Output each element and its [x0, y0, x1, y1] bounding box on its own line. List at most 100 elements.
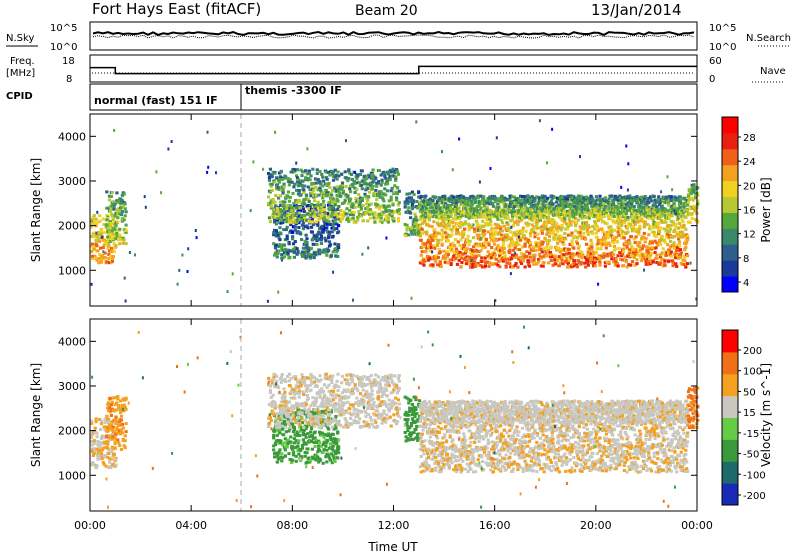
- echo-cell-3: [373, 220, 377, 224]
- echo-cell-6: [441, 207, 445, 211]
- echo-cell-6: [667, 203, 671, 207]
- echo-cell-5: [510, 257, 514, 261]
- echo-cell-5: [482, 225, 486, 228]
- echo-cell-3: [356, 173, 360, 177]
- echo-scatter: [627, 162, 630, 166]
- echo-cell-6: [543, 194, 547, 198]
- echo-cell-5: [439, 238, 443, 242]
- echo-cell-1: [116, 431, 120, 435]
- echo-cell-5: [449, 263, 453, 266]
- echo-cell-6: [671, 198, 675, 202]
- echo-cell-3: [334, 200, 338, 204]
- echo-cell-6: [522, 195, 526, 198]
- echo-scatter: [207, 165, 210, 169]
- echo-cell-6: [584, 201, 589, 205]
- echo-cell-5: [419, 238, 423, 242]
- echo-cell-5: [658, 238, 662, 242]
- echo-cell-5: [569, 233, 573, 237]
- echo-cell-6: [610, 204, 614, 208]
- echo-cell-2: [326, 222, 330, 226]
- echo-cell-5: [503, 258, 507, 262]
- echo-cell-6: [557, 209, 561, 212]
- echo-cell-5: [500, 235, 504, 239]
- echo-cell-5: [424, 244, 428, 248]
- echo-cell-3: [331, 175, 336, 178]
- echo-cell-3: [299, 193, 303, 197]
- echo-cell-6: [509, 194, 513, 198]
- echo-cell-0: [92, 442, 96, 445]
- echo-cell-6: [657, 208, 661, 212]
- echo-cell-1: [107, 417, 111, 421]
- echo-cell-6: [563, 209, 567, 213]
- echo-cell-4: [406, 196, 410, 200]
- echo-cell-6: [675, 207, 679, 211]
- echo-scatter: [330, 226, 333, 230]
- echo-cell-5: [576, 259, 580, 263]
- echo-cell-6: [602, 214, 607, 218]
- echo-cell-5: [604, 241, 608, 245]
- echo-cell-2: [327, 249, 331, 253]
- echo-cell-2: [273, 428, 278, 432]
- echo-cell-1: [117, 200, 121, 204]
- echo-cell-3: [356, 218, 360, 222]
- echo-cell-5: [435, 244, 440, 247]
- echo-cell-5: [603, 239, 607, 243]
- echo-cell-3: [274, 194, 278, 197]
- echo-cell-3: [359, 207, 363, 211]
- echo-cell-5: [669, 219, 673, 223]
- echo-cell-0: [105, 213, 109, 217]
- echo-cell-6: [619, 196, 623, 200]
- echo-cell-5: [527, 239, 531, 242]
- echo-cell-0: [95, 435, 99, 439]
- echo-cell-3: [388, 178, 392, 182]
- echo-cell-5: [623, 217, 627, 221]
- echo-cell-2: [331, 234, 335, 238]
- echo-cell-5: [493, 222, 497, 226]
- echo-cell-5: [554, 262, 558, 266]
- echo-cell-0: [107, 452, 111, 455]
- echo-cell-6: [584, 203, 589, 207]
- echo-cell-6: [646, 198, 650, 202]
- echo-cell-6: [424, 194, 428, 198]
- echo-cell-5: [646, 249, 650, 252]
- echo-cell-2: [275, 427, 279, 431]
- echo-cell-1: [124, 430, 128, 434]
- echo-cell-5: [526, 240, 530, 244]
- echo-scatter: [123, 276, 126, 280]
- echo-cell-2: [282, 243, 287, 247]
- echo-cell-2: [273, 218, 277, 222]
- echo-cell-5: [508, 248, 512, 252]
- echo-cell-3: [272, 208, 276, 212]
- echo-cell-5: [512, 241, 516, 245]
- echo-cell-5: [565, 256, 569, 260]
- echo-cell-1: [106, 402, 110, 406]
- echo-cell-5: [483, 245, 487, 249]
- echo-cell-5: [513, 221, 517, 225]
- echo-cell-5: [587, 254, 591, 258]
- echo-cell-3: [386, 218, 390, 222]
- echo-cell-3: [397, 189, 401, 193]
- echo-cell-0: [112, 250, 116, 254]
- echo-cell-6: [513, 199, 517, 203]
- echo-cell-5: [644, 245, 648, 249]
- echo-cell-3: [342, 210, 346, 214]
- echo-cell-5: [491, 262, 496, 266]
- echo-cell-5: [493, 230, 497, 234]
- echo-cell-6: [448, 203, 452, 207]
- echo-cell-2: [283, 423, 287, 427]
- echo-cell-5: [673, 252, 677, 256]
- echo-cell-6: [481, 198, 485, 202]
- echo-cell-0: [111, 464, 115, 468]
- echo-cell-2: [286, 251, 290, 255]
- echo-cell-5: [528, 234, 533, 238]
- echo-cell-2: [297, 226, 301, 229]
- cpid-label: CPID: [6, 91, 33, 102]
- echo-cell-5: [449, 249, 453, 253]
- echo-cell-5: [485, 260, 489, 264]
- echo-cell-3: [270, 189, 274, 192]
- echo-cell-5: [564, 237, 568, 241]
- echo-cell-2: [279, 232, 283, 236]
- echo-cell-6: [440, 209, 444, 213]
- echo-cell-6: [612, 199, 616, 203]
- echo-cell-3: [320, 214, 324, 218]
